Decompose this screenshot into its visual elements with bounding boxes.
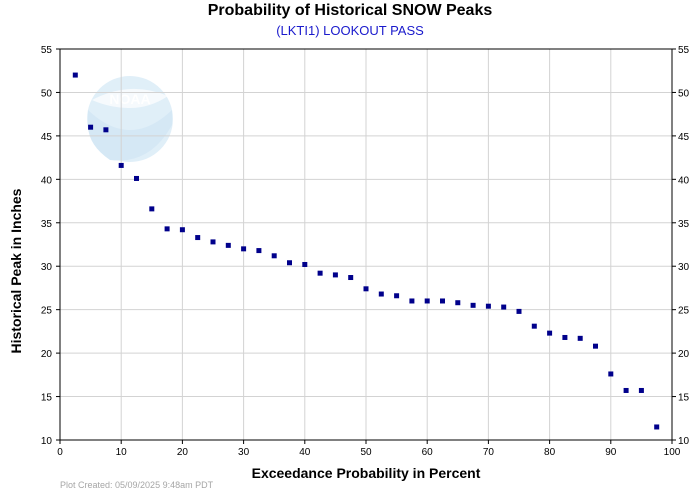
y-tick-label-right: 45 xyxy=(678,132,690,143)
x-tick-label: 80 xyxy=(544,447,556,458)
y-tick-label-right: 50 xyxy=(678,88,690,99)
data-point xyxy=(485,303,491,309)
data-point xyxy=(394,293,400,299)
y-tick-label-right: 15 xyxy=(678,393,690,404)
data-point xyxy=(103,127,109,133)
y-tick-label-left: 40 xyxy=(41,175,53,186)
y-axis-right: 10 15 20 25 30 35 40 45 50 55 xyxy=(672,45,690,447)
noaa-logo-watermark: NOAA xyxy=(87,76,173,162)
y-tick-label-right: 20 xyxy=(678,349,690,360)
data-point xyxy=(179,227,185,233)
y-tick-label-right: 30 xyxy=(678,262,690,273)
data-point xyxy=(256,248,262,254)
data-point xyxy=(547,330,553,336)
y-tick-label-left: 25 xyxy=(41,306,53,317)
data-point xyxy=(241,246,247,252)
data-points xyxy=(72,72,660,430)
data-point xyxy=(562,334,568,340)
data-point xyxy=(72,72,78,78)
x-tick-label: 10 xyxy=(116,447,128,458)
y-tick-label-left: 10 xyxy=(41,436,53,447)
x-tick-label: 50 xyxy=(360,447,372,458)
data-point xyxy=(470,302,476,308)
data-point xyxy=(271,253,277,259)
y-tick-label-right: 40 xyxy=(678,175,690,186)
x-tick-label: 40 xyxy=(299,447,311,458)
data-point xyxy=(424,298,430,304)
data-point xyxy=(195,235,201,241)
x-tick-label: 0 xyxy=(57,447,63,458)
y-tick-label-right: 10 xyxy=(678,436,690,447)
x-tick-label: 70 xyxy=(483,447,495,458)
y-tick-label-right: 35 xyxy=(678,219,690,230)
y-tick-label-left: 35 xyxy=(41,219,53,230)
data-point xyxy=(317,270,323,276)
data-point xyxy=(164,226,170,232)
data-point xyxy=(455,300,461,306)
noaa-logo-text: NOAA xyxy=(109,91,150,107)
data-point xyxy=(210,239,216,245)
y-tick-label-left: 15 xyxy=(41,393,53,404)
data-point xyxy=(638,387,644,393)
data-point xyxy=(501,304,507,310)
y-tick-label-left: 20 xyxy=(41,349,53,360)
y-tick-label-left: 55 xyxy=(41,45,53,56)
x-tick-label: 90 xyxy=(605,447,617,458)
plot-created-footer: Plot Created: 05/09/2025 9:48am PDT xyxy=(60,480,214,490)
data-point xyxy=(118,162,124,168)
y-axis-label: Historical Peak in Inches xyxy=(8,188,24,354)
data-point xyxy=(225,242,231,248)
x-tick-label: 20 xyxy=(177,447,189,458)
data-point xyxy=(654,424,660,430)
x-tick-label: 30 xyxy=(238,447,250,458)
data-point xyxy=(593,343,598,349)
y-tick-label-right: 25 xyxy=(678,306,690,317)
data-point xyxy=(287,260,292,266)
y-tick-label-left: 30 xyxy=(41,262,53,273)
data-point xyxy=(332,272,338,278)
data-point xyxy=(88,124,94,130)
data-point xyxy=(302,261,308,267)
chart-subtitle: (LKTI1) LOOKOUT PASS xyxy=(276,23,424,38)
y-axis-left: 10 15 20 25 30 35 40 45 50 55 xyxy=(41,45,60,447)
data-point xyxy=(363,286,369,292)
x-tick-label: 100 xyxy=(664,447,681,458)
data-point xyxy=(409,298,415,304)
chart-title: Probability of Historical SNOW Peaks xyxy=(207,2,493,19)
x-axis-label: Exceedance Probability in Percent xyxy=(251,465,481,481)
data-point xyxy=(149,206,155,212)
x-tick-label: 60 xyxy=(422,447,434,458)
data-point xyxy=(516,308,522,314)
data-point xyxy=(440,298,445,304)
data-point xyxy=(134,175,139,181)
data-point xyxy=(577,335,583,341)
data-point xyxy=(608,371,614,377)
y-tick-label-right: 55 xyxy=(678,45,690,56)
data-point xyxy=(348,275,354,281)
data-point xyxy=(623,387,629,393)
y-tick-label-left: 50 xyxy=(41,88,53,99)
data-point xyxy=(378,291,384,297)
x-axis: 0 10 20 30 40 50 60 70 80 90 100 xyxy=(57,440,681,458)
data-point xyxy=(531,323,537,329)
y-tick-label-left: 45 xyxy=(41,132,53,143)
